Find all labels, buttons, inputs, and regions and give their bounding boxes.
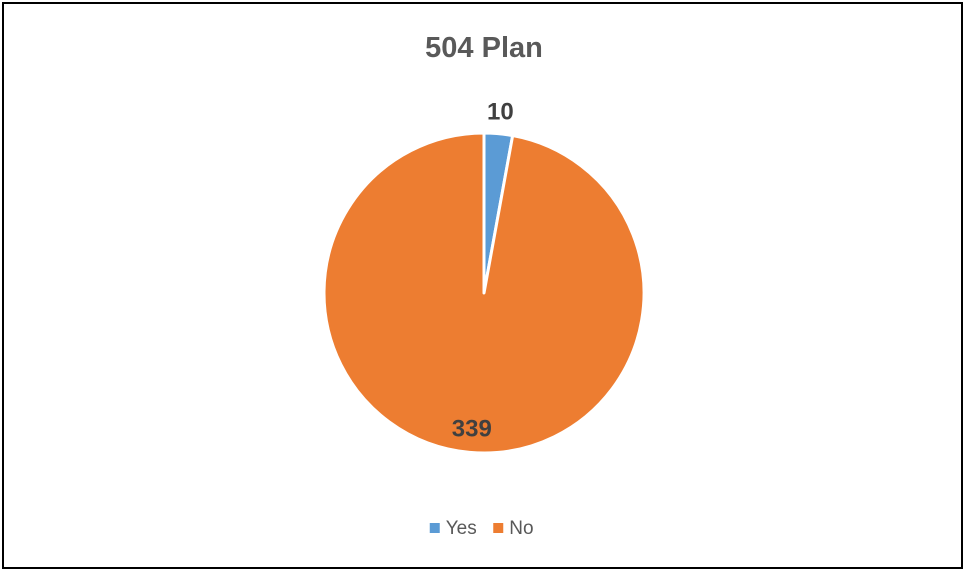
data-label-no: 339 — [452, 415, 492, 442]
legend: Yes No — [429, 518, 534, 539]
data-labels: 10 339 — [452, 99, 514, 443]
data-label-yes: 10 — [487, 99, 514, 126]
pie-slice-no — [322, 131, 646, 455]
legend-label-no: No — [509, 518, 533, 539]
legend-swatch-no — [493, 523, 504, 533]
chart-title: 504 Plan — [425, 32, 543, 64]
legend-label-yes: Yes — [446, 518, 477, 539]
pie-slices — [322, 131, 646, 455]
legend-swatch-yes — [429, 523, 440, 533]
pie-chart: 504 Plan 10 339 Yes No — [322, 32, 646, 539]
